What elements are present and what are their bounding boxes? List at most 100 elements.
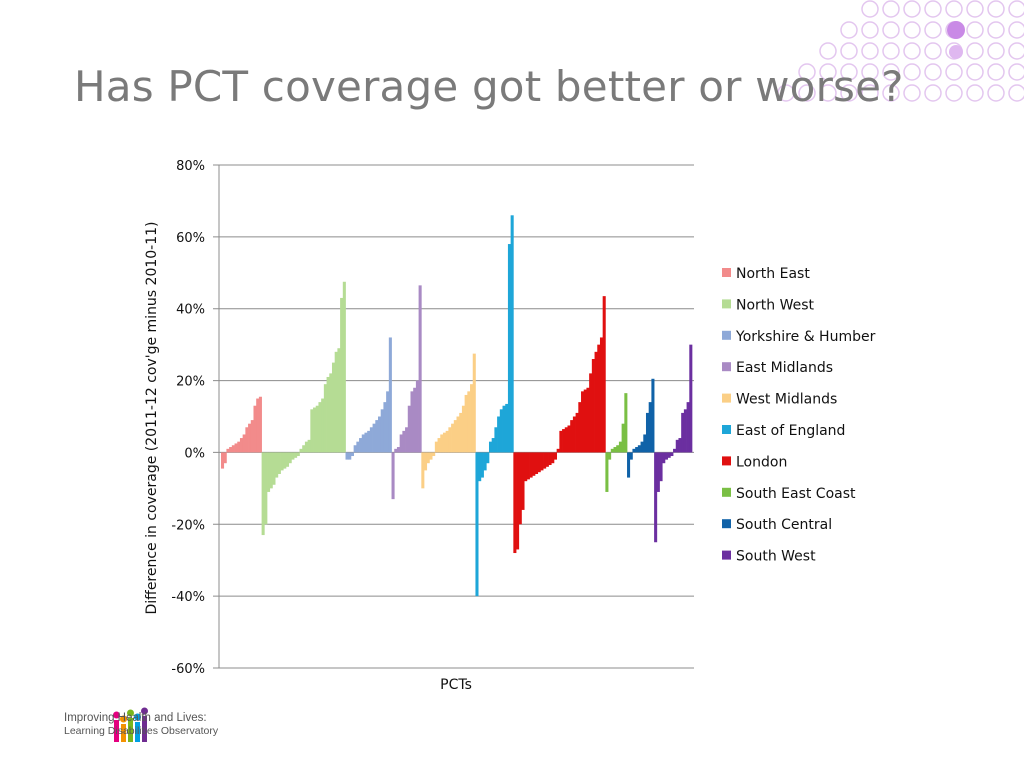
bar [272, 452, 276, 485]
legend: North East North West Yorkshire & Humber Ea… [722, 266, 876, 565]
bar [537, 452, 541, 473]
legend-label: South East Coast [736, 486, 856, 502]
legend-swatch [722, 393, 731, 403]
bar [264, 452, 268, 525]
bar [627, 452, 631, 478]
bar [635, 447, 639, 453]
bar [689, 344, 693, 453]
bar [524, 452, 528, 482]
bar [234, 443, 238, 453]
legend-label: London [736, 454, 787, 470]
logo-line-2: Learning Disabilities Observatory [64, 725, 219, 737]
bar [591, 359, 595, 453]
bar [396, 447, 401, 453]
bar [543, 452, 547, 469]
bar [667, 452, 671, 458]
bar [637, 445, 641, 453]
bar [553, 452, 558, 460]
bar [239, 438, 244, 453]
bar [529, 452, 533, 478]
bar [451, 423, 455, 453]
y-tick-label: -60% [171, 662, 205, 677]
bar [437, 438, 441, 453]
bar [388, 337, 392, 453]
y-tick-label: 20% [176, 375, 205, 390]
bar [608, 452, 612, 460]
bar [499, 409, 503, 453]
bar [269, 452, 273, 489]
legend-swatch [722, 330, 731, 340]
bar [586, 387, 590, 453]
bar [283, 452, 287, 469]
bar [662, 452, 666, 464]
axes: 80% 60% 40% 20% 0% -20% -40% -60% [171, 159, 220, 677]
observatory-logo [113, 707, 148, 742]
bar [518, 452, 522, 525]
bar [488, 441, 493, 453]
bar [280, 452, 284, 471]
bar [223, 452, 227, 464]
bar [256, 398, 260, 453]
legend-label: North East [736, 266, 810, 282]
bar [345, 452, 349, 460]
y-tick-label: 40% [176, 303, 205, 318]
bar [405, 427, 409, 453]
bar [510, 215, 514, 453]
bar-series-group [221, 215, 693, 597]
bar [248, 423, 252, 453]
bar [559, 430, 563, 453]
bar [613, 447, 617, 453]
bar [407, 405, 411, 453]
legend-label: East Midlands [736, 360, 833, 376]
bar [421, 452, 425, 489]
bar [361, 434, 365, 453]
bar [394, 448, 398, 453]
legend-label: West Midlands [736, 392, 837, 408]
bar [478, 452, 482, 482]
bar [221, 452, 225, 469]
bar [237, 441, 241, 453]
legend-label: North West [736, 297, 815, 313]
bar [453, 420, 457, 453]
bar [581, 391, 585, 453]
y-tick-label: 0% [184, 446, 205, 461]
bar [675, 439, 679, 453]
bar [432, 452, 436, 457]
bar [459, 412, 463, 453]
bar [513, 452, 517, 554]
legend-swatch [722, 425, 731, 434]
bar [307, 439, 311, 453]
bar [551, 452, 555, 464]
bar [391, 452, 395, 500]
bar [386, 391, 390, 453]
bar [486, 452, 490, 464]
bar [229, 447, 233, 453]
bar [572, 416, 576, 453]
bar [629, 452, 633, 460]
slide-title: Has PCT coverage got better or worse? [74, 62, 904, 111]
bar [250, 420, 254, 453]
bar [656, 452, 660, 492]
legend-swatch [722, 487, 731, 497]
bar [383, 402, 387, 453]
bar [331, 362, 336, 453]
bar [288, 452, 292, 464]
bar [654, 452, 658, 543]
bar [686, 402, 690, 453]
bar [342, 281, 346, 453]
legend-swatch [722, 550, 731, 560]
bar [491, 438, 495, 453]
y-tick-label: -20% [171, 518, 205, 533]
bar [231, 445, 235, 453]
bar [562, 429, 566, 453]
bar [673, 448, 677, 453]
bar [532, 452, 536, 476]
bar [440, 434, 444, 453]
bar [277, 452, 281, 474]
bar [348, 452, 352, 460]
bar [375, 420, 379, 453]
bar [564, 427, 568, 453]
bar [516, 452, 520, 550]
bar [242, 434, 246, 453]
bar [253, 405, 257, 453]
